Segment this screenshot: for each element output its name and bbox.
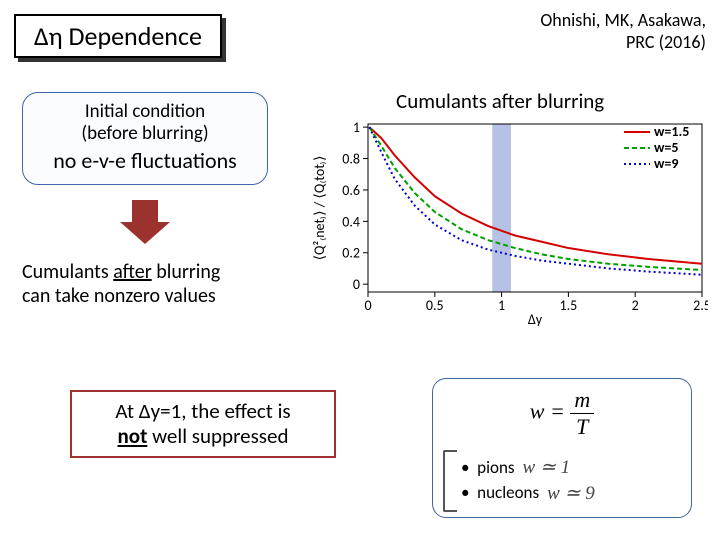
eq-den: T xyxy=(570,414,594,440)
arrow-down-icon xyxy=(120,200,170,246)
init-l3: no e-v-e fluctuations xyxy=(33,147,257,174)
svg-text:0.2: 0.2 xyxy=(342,245,360,262)
w-approx: w ≃ 1 xyxy=(523,455,571,481)
at-dy1-box: At Δy=1, the effect is not well suppress… xyxy=(70,390,336,458)
w-approx: w ≃ 9 xyxy=(547,481,595,507)
cumulants-text: Cumulants after blurring can take nonzer… xyxy=(22,260,272,308)
initial-condition-box: Initial condition (before blurring) no e… xyxy=(22,92,268,185)
w-equation: w = mT xyxy=(443,387,681,444)
w-cases-list: • pions w ≃ 1• nucleons w ≃ 9 xyxy=(461,455,595,506)
svg-text:Δy: Δy xyxy=(528,311,543,326)
cumul-l1a: Cumulants xyxy=(22,260,113,284)
citation-l1: Ohnishi, MK, Asakawa, xyxy=(540,10,706,32)
svg-text:1: 1 xyxy=(353,119,360,136)
at-not: not xyxy=(118,423,148,449)
svg-text:⟨Q²₍net₎⟩ / ⟨Q₍tot₎⟩: ⟨Q²₍net₎⟩ / ⟨Q₍tot₎⟩ xyxy=(311,156,328,261)
citation: Ohnishi, MK, Asakawa, PRC (2016) xyxy=(540,10,706,53)
svg-text:w=1.5: w=1.5 xyxy=(654,123,689,140)
svg-text:2.5: 2.5 xyxy=(693,297,708,314)
slide-title: Δη Dependence xyxy=(14,14,222,58)
svg-text:0: 0 xyxy=(364,297,371,314)
svg-text:w=5: w=5 xyxy=(654,139,679,156)
svg-text:0.4: 0.4 xyxy=(342,213,360,230)
bullet-icon: • pions xyxy=(461,457,515,480)
equation-box: w = mT • pions w ≃ 1• nucleons w ≃ 9 xyxy=(432,378,692,518)
bullet-icon: • nucleons xyxy=(461,482,539,505)
at-line1: At Δy=1, the effect is xyxy=(115,398,290,424)
svg-text:2: 2 xyxy=(632,297,639,314)
svg-text:0.6: 0.6 xyxy=(342,182,360,199)
eq-num: m xyxy=(570,387,594,414)
w-case-row: • nucleons w ≃ 9 xyxy=(461,481,595,507)
citation-l2: PRC (2016) xyxy=(540,32,706,54)
init-l2: (before blurring) xyxy=(33,123,257,145)
chart-title: Cumulants after blurring xyxy=(396,88,604,114)
w-case-row: • pions w ≃ 1 xyxy=(461,455,595,481)
init-l1: Initial condition xyxy=(33,101,257,123)
cumul-l1b: after xyxy=(113,260,152,284)
svg-text:0.8: 0.8 xyxy=(342,151,360,168)
bracket-icon xyxy=(443,450,457,512)
eq-lhs: w xyxy=(530,399,545,424)
svg-text:1: 1 xyxy=(498,297,505,314)
eq-eq: = xyxy=(550,399,565,424)
svg-text:w=9: w=9 xyxy=(654,155,679,172)
svg-text:1.5: 1.5 xyxy=(560,297,578,314)
svg-text:0: 0 xyxy=(353,276,360,293)
svg-text:0.5: 0.5 xyxy=(426,297,444,314)
cumul-l2: can take nonzero values xyxy=(22,284,216,308)
cumul-l1c: blurring xyxy=(152,260,221,284)
at-post: well suppressed xyxy=(147,423,288,449)
cumulants-chart: 0 0.5 1 1.5 2 2.5 0 0.2 0.4 0.6 0.8 1 Δy ⟨Q²₍net₎⟩ / … xyxy=(310,118,708,326)
